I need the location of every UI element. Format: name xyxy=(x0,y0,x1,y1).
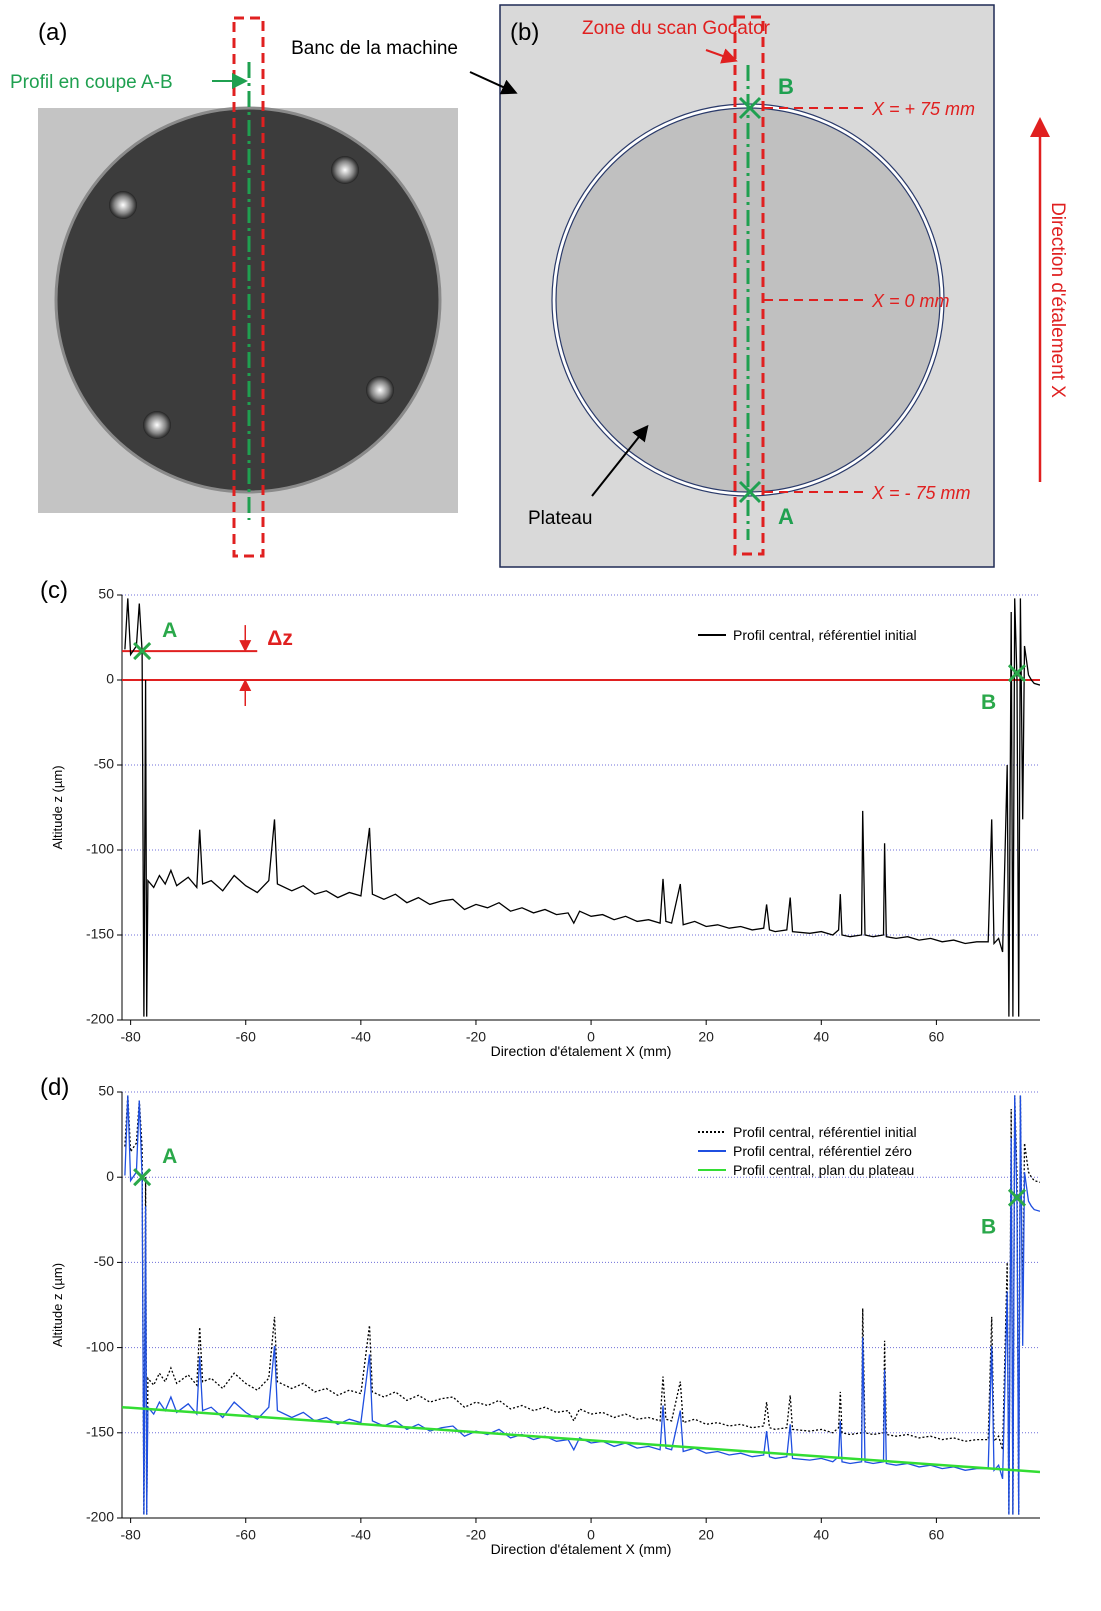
scan-label-text: Zone du scan Gocator xyxy=(582,18,771,39)
series-line xyxy=(124,598,1040,1017)
x-axis-label: Direction d'étalement X (mm) xyxy=(491,1043,672,1059)
scan-label: Zone du scan Gocator xyxy=(582,18,771,39)
scan-zone xyxy=(232,16,265,558)
x-axis-label: Direction d'étalement X (mm) xyxy=(491,1541,672,1557)
point-a xyxy=(738,480,762,504)
y-tick-label: -50 xyxy=(94,1253,114,1269)
y-tick-label: 0 xyxy=(106,671,114,687)
panel-label: (c) xyxy=(40,577,68,604)
panel-label: (a) xyxy=(38,19,67,46)
point-label: B xyxy=(981,691,996,714)
x-minus-label: X = - 75 mm xyxy=(871,483,971,503)
y-tick-label: 50 xyxy=(98,586,114,602)
x-tick-label: 40 xyxy=(814,1527,830,1543)
x-tick-label: -60 xyxy=(236,1029,256,1045)
y-tick-label: -150 xyxy=(86,1424,114,1440)
y-tick-label: -100 xyxy=(86,1338,114,1354)
arrow xyxy=(469,71,518,95)
x-tick-label: -60 xyxy=(236,1527,256,1543)
y-tick-label: -150 xyxy=(86,926,114,942)
bolt xyxy=(143,411,171,439)
y-tick-label: 0 xyxy=(106,1168,114,1184)
x-tick-label: 0 xyxy=(587,1029,595,1045)
profile-label: Profil en coupe A-B xyxy=(10,72,173,93)
panel-label: (d) xyxy=(40,1074,69,1101)
y-axis-label: Altitude z (µm) xyxy=(50,765,65,849)
bolt xyxy=(331,156,359,184)
point-label: B xyxy=(981,1216,996,1239)
point-label: A xyxy=(162,619,177,642)
legend-label: Profil central, référentiel initial xyxy=(733,1124,917,1140)
series-line xyxy=(124,1095,1040,1515)
x-tick-label: -80 xyxy=(121,1029,141,1045)
x-tick-label: -40 xyxy=(351,1029,371,1045)
arrow xyxy=(705,48,738,64)
panel-a: (a) Profil en coupe A-B xyxy=(10,16,458,558)
x-tick-label: -20 xyxy=(466,1527,486,1543)
point-b xyxy=(738,96,762,120)
x-zero-label: X = 0 mm xyxy=(871,291,950,311)
point-marker xyxy=(133,642,152,661)
x-tick-label: 60 xyxy=(929,1029,945,1045)
point-marker xyxy=(1007,1188,1027,1207)
bolt xyxy=(109,191,137,219)
point-b-label: B xyxy=(778,74,794,99)
plate-label: Plateau xyxy=(528,508,592,529)
x-tick-label: -20 xyxy=(466,1029,486,1045)
point-marker xyxy=(1007,664,1027,683)
x-tick-label: 0 xyxy=(587,1527,595,1543)
series-line xyxy=(124,1095,1040,1515)
direction-label: Direction d'étalement X xyxy=(1047,202,1068,398)
legend-label: Profil central, référentiel zéro xyxy=(733,1143,912,1159)
arrow xyxy=(591,424,649,497)
scan-zone xyxy=(733,15,765,556)
x-tick-label: 20 xyxy=(698,1029,714,1045)
series-line xyxy=(122,1405,1040,1474)
delta-label: Δz xyxy=(267,627,293,650)
x-tick-label: 40 xyxy=(814,1029,830,1045)
x-tick-label: 20 xyxy=(698,1527,714,1543)
point-marker xyxy=(133,1168,152,1187)
panel-b: (b) Banc de la machine Zone du scan Goca… xyxy=(291,4,1068,568)
x-plus-label: X = + 75 mm xyxy=(871,99,975,119)
y-tick-label: -50 xyxy=(94,756,114,772)
y-tick-label: 50 xyxy=(98,1083,114,1099)
point-label: A xyxy=(162,1145,177,1168)
y-tick-label: -200 xyxy=(86,1011,114,1027)
bolt xyxy=(366,376,394,404)
legend-label: Profil central, plan du plateau xyxy=(733,1162,914,1178)
y-tick-label: -200 xyxy=(86,1509,114,1525)
bench-label: Banc de la machine xyxy=(291,38,458,59)
panel-label: (b) xyxy=(510,19,539,46)
y-axis-label: Altitude z (µm) xyxy=(50,1263,65,1347)
x-tick-label: 60 xyxy=(929,1527,945,1543)
point-a-label: A xyxy=(778,504,794,529)
x-tick-label: -80 xyxy=(121,1527,141,1543)
legend-label: Profil central, référentiel initial xyxy=(733,627,917,643)
x-tick-label: -40 xyxy=(351,1527,371,1543)
y-tick-label: -100 xyxy=(86,841,114,857)
